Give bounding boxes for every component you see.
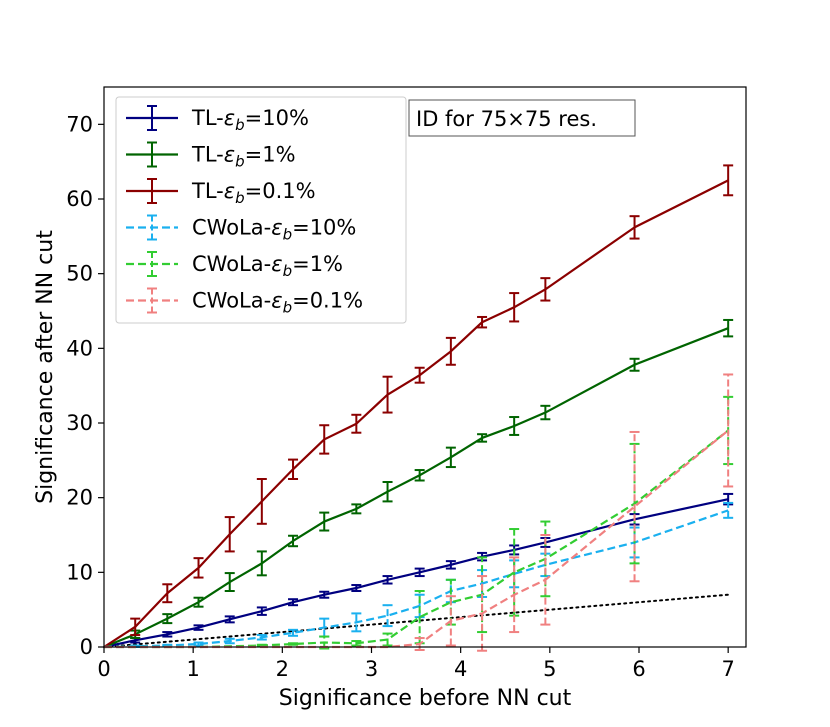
x-axis-label: Significance before NN cut (279, 686, 572, 711)
legend-entry: TL-εb=10% (126, 105, 309, 134)
legend-label: CWoLa-εb=1% (192, 252, 343, 280)
legend-label: TL-εb=1% (191, 143, 296, 171)
annotation-rect (408, 99, 636, 137)
series-TL-εb=10% (103, 492, 734, 649)
legend-box (115, 96, 407, 324)
y-tick-label: 20 (66, 486, 93, 510)
y-axis-label: Significance after NN cut (33, 230, 58, 504)
x-tick-label: 3 (365, 657, 378, 681)
plot-frame (103, 86, 747, 648)
legend-entry: CWoLa-εb=1% (126, 251, 343, 280)
series-TL-εb=0.1% (103, 164, 734, 648)
legend-label: TL-εb=0.1% (191, 179, 316, 207)
legend-entries: TL-εb=10% TL-εb=1% TL-εb=0.1% CWoLa-εb=10% C… (126, 105, 363, 317)
y-tick-label: 10 (66, 560, 93, 584)
y-tick-label: 40 (66, 336, 93, 360)
legend-label: CWoLa-εb=10% (192, 216, 356, 244)
x-tick-label: 4 (454, 657, 467, 681)
legend-label: TL-εb=10% (191, 106, 309, 134)
legend-label: CWoLa-εb=0.1% (192, 289, 363, 317)
x-tick-label: 2 (276, 657, 289, 681)
x-tick-label: 1 (186, 657, 199, 681)
legend-entry: TL-εb=0.1% (126, 178, 316, 207)
y-tick-label: 70 (66, 112, 93, 136)
legend: TL-εb=10% TL-εb=1% TL-εb=0.1% CWoLa-εb=10% C… (115, 96, 407, 324)
annotation-box: ID for 75×75 res. (408, 99, 636, 137)
y-tick-label: 50 (66, 262, 93, 286)
x-tick-label: 5 (543, 657, 556, 681)
legend-entry: TL-εb=1% (126, 141, 296, 171)
legend-entry: CWoLa-εb=0.1% (126, 287, 363, 317)
x-tick-label: 7 (721, 657, 734, 681)
legend-entry: CWoLa-εb=10% (126, 214, 356, 244)
y-tick-label: 60 (66, 187, 93, 211)
annotation-text: ID for 75×75 res. (416, 107, 597, 131)
y-tick-label: 0 (80, 635, 93, 659)
series-line (103, 509, 729, 649)
series-TL-εb=1% (103, 318, 734, 649)
x-tick-label: 6 (632, 657, 645, 681)
x-tick-label: 0 (97, 657, 110, 681)
y-tick-label: 30 (66, 411, 93, 435)
